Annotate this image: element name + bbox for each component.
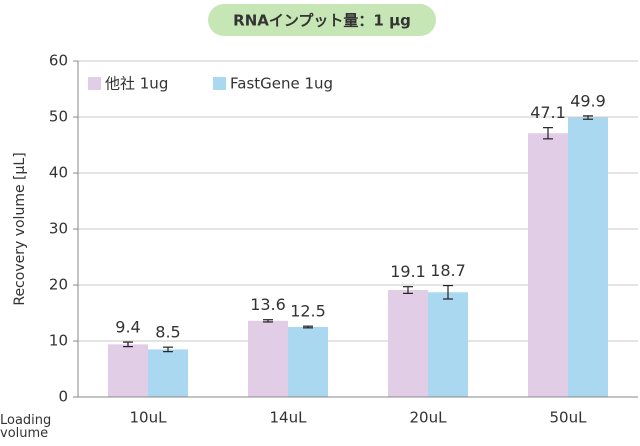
bar [568, 117, 608, 397]
y-tick-label: 60 [49, 52, 68, 70]
legend-swatch [88, 77, 101, 90]
bar [248, 320, 288, 397]
data-label: 8.5 [155, 323, 180, 342]
data-label: 9.4 [115, 318, 140, 337]
data-label: 18.7 [430, 261, 466, 280]
x-tick-label: 14uL [270, 409, 308, 427]
legend-swatch [213, 77, 226, 90]
y-tick-label: 30 [49, 220, 68, 238]
chart-title: RNAインプット量：1 μg [233, 12, 411, 30]
legend-label: FastGene 1ug [230, 75, 333, 93]
y-axis-label: Recovery volume [μL] [12, 152, 28, 305]
y-tick-label: 20 [49, 276, 68, 294]
bar [108, 344, 148, 397]
bar [528, 133, 568, 398]
bar [148, 349, 188, 397]
data-label: 49.9 [570, 91, 606, 110]
x-tick-label: 50uL [550, 409, 588, 427]
y-tick-label: 0 [58, 388, 68, 406]
x-tick-label: 10uL [130, 409, 168, 427]
y-tick-label: 10 [49, 332, 68, 350]
y-tick-label: 40 [49, 164, 68, 182]
bar [388, 290, 428, 397]
x-axis-label: Loading volume [0, 413, 52, 441]
legend-label: 他社 1ug [105, 75, 168, 93]
bar [428, 292, 468, 397]
title-pill [208, 4, 436, 36]
data-label: 12.5 [290, 302, 326, 321]
data-label: 19.1 [390, 262, 426, 281]
y-tick-label: 50 [49, 108, 68, 126]
data-label: 13.6 [250, 295, 286, 314]
x-tick-label: 20uL [410, 409, 448, 427]
data-label: 47.1 [530, 103, 566, 122]
bar [288, 327, 328, 397]
